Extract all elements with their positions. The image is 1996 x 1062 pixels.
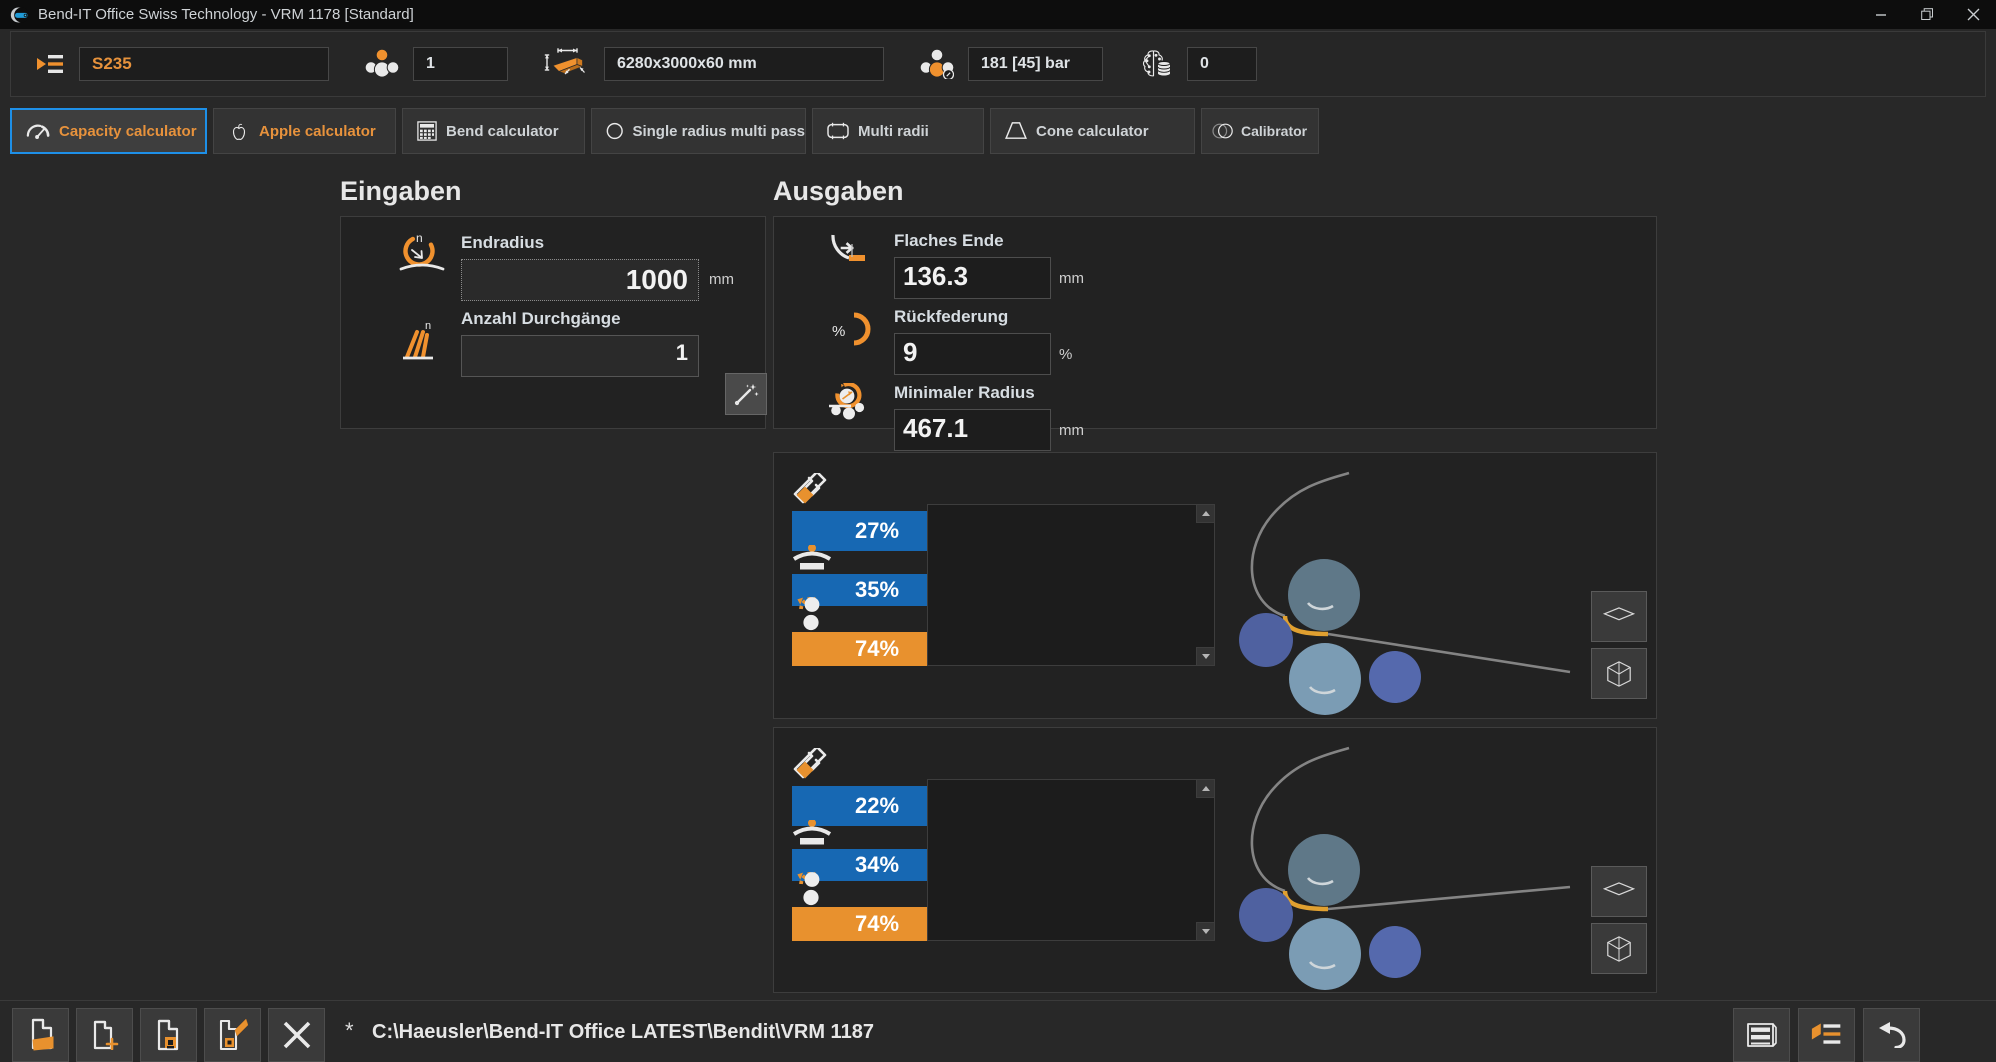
- svg-text:n: n: [416, 231, 423, 245]
- svg-text:%: %: [832, 323, 845, 340]
- svg-text:n: n: [425, 320, 431, 332]
